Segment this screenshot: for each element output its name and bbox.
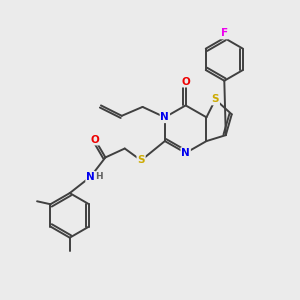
Text: N: N — [181, 148, 190, 158]
Text: N: N — [86, 172, 95, 182]
Text: O: O — [91, 135, 99, 145]
Text: F: F — [221, 28, 228, 38]
Text: H: H — [95, 172, 103, 181]
Text: N: N — [160, 112, 169, 122]
Text: S: S — [137, 155, 145, 165]
Text: S: S — [212, 94, 219, 104]
Text: O: O — [181, 76, 190, 87]
